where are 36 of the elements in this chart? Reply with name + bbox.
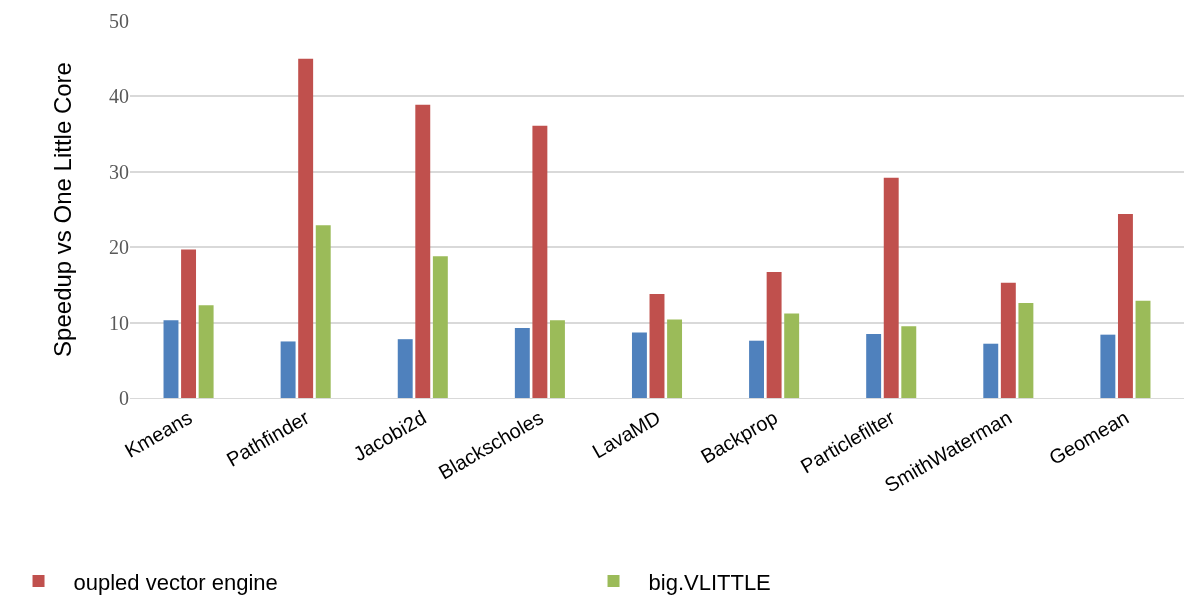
bar [749, 340, 765, 398]
bar [181, 249, 197, 398]
bar [198, 305, 214, 398]
y-tick-label: 20 [109, 236, 129, 259]
bar [397, 339, 413, 398]
bar [883, 177, 899, 398]
bar [514, 327, 530, 398]
bar [1018, 303, 1034, 398]
bar [766, 272, 782, 398]
bar [667, 319, 683, 398]
bar [1135, 300, 1151, 398]
bar [549, 320, 565, 398]
bar [901, 326, 917, 398]
bar [784, 313, 800, 398]
legend-label: big.VLITTLE [648, 569, 771, 595]
y-axis-title: Speedup vs One Little Core [49, 62, 77, 357]
bar [983, 343, 999, 398]
y-tick-label: 50 [109, 10, 129, 32]
y-tick-label: 10 [109, 311, 129, 334]
bar [280, 341, 296, 398]
bar [649, 293, 665, 398]
bar [1000, 282, 1016, 398]
legend-label: oupled vector engine [73, 569, 278, 595]
bar [1100, 334, 1116, 398]
y-tick-label: 40 [109, 85, 129, 108]
bar [298, 58, 314, 398]
bar [163, 320, 179, 398]
bar [1117, 214, 1133, 398]
bar [631, 332, 647, 398]
bar [532, 125, 548, 398]
bar [866, 333, 882, 398]
y-tick-label: 30 [109, 160, 129, 183]
y-tick-label: 0 [119, 387, 129, 409]
bar [432, 256, 448, 398]
bar [315, 225, 331, 398]
bar [415, 104, 431, 398]
